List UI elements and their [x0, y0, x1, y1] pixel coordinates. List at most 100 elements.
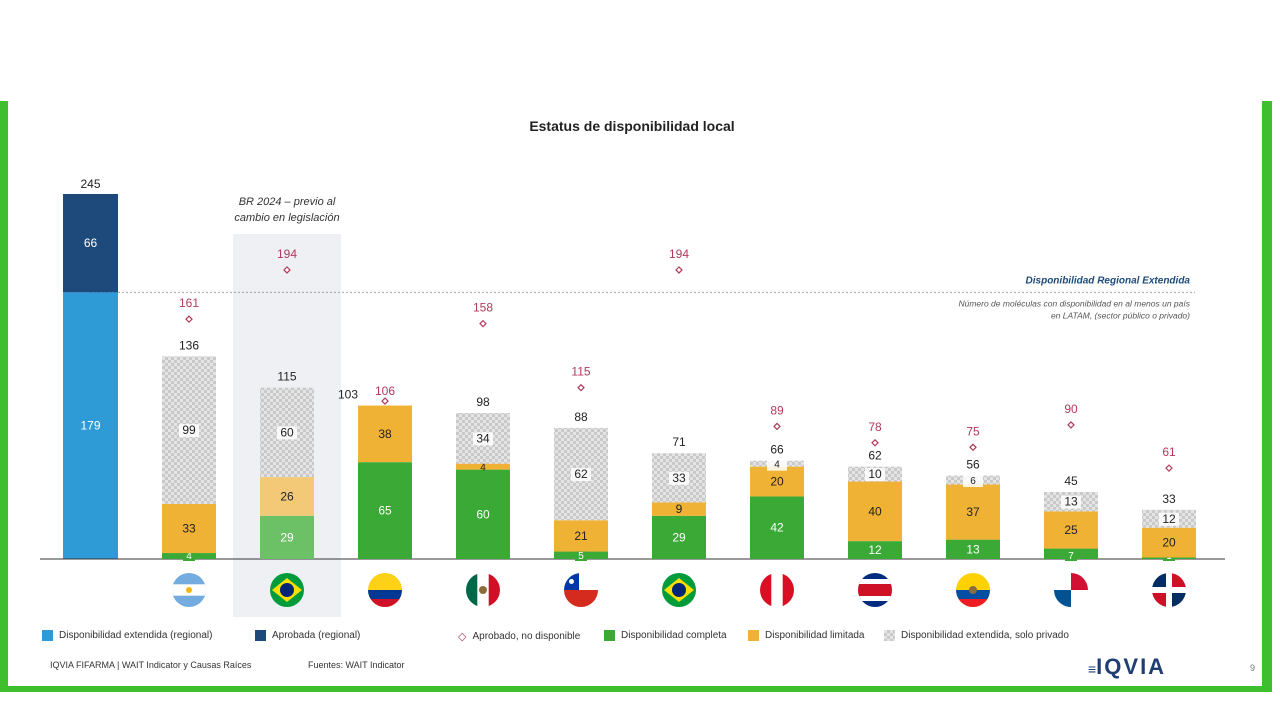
label-extendida-privado: 4 — [774, 460, 780, 471]
flag-part — [569, 579, 574, 584]
flag-part — [1054, 590, 1071, 607]
diamond-marker — [871, 438, 879, 447]
label-bg — [571, 468, 591, 482]
label-completa: 60 — [476, 507, 490, 521]
flag-icon — [270, 573, 304, 607]
flag-icon — [466, 573, 500, 607]
diamond-marker — [283, 266, 291, 274]
flag-part — [1152, 593, 1166, 607]
label-bg — [277, 426, 297, 440]
label-aprobado-no-disponible: 194 — [277, 247, 297, 261]
label-limitada: 37 — [966, 505, 980, 519]
bar-limitada — [1142, 527, 1196, 558]
label-limitada: 20 — [770, 475, 784, 489]
diamond-marker — [969, 443, 977, 452]
bar-limitada — [260, 477, 314, 516]
label-completa: 42 — [770, 521, 784, 535]
legend-completa: Disponibilidad completa — [604, 630, 727, 641]
label-limitada: 20 — [1162, 536, 1176, 550]
label-completa: 7 — [1068, 551, 1074, 562]
label-regional-extendida: 179 — [80, 419, 100, 433]
flag-part — [969, 586, 977, 594]
bar-limitada — [848, 481, 902, 542]
label-aprobado-no-disponible: 115 — [571, 365, 590, 379]
label-bg — [1159, 512, 1179, 526]
label-aprobado-no-disponible: 61 — [1162, 445, 1176, 459]
label-aprobado-no-disponible: 161 — [179, 296, 199, 310]
flag-part — [488, 573, 500, 607]
diamond-marker — [773, 422, 781, 431]
label-bg — [669, 471, 689, 485]
label-total: 45 — [1064, 474, 1078, 488]
bar-limitada — [750, 466, 804, 497]
bar-limitada — [1044, 511, 1098, 549]
label-total: 98 — [476, 395, 490, 409]
footer-source: Fuentes: WAIT Indicator — [308, 660, 405, 670]
bar-completa-badge — [575, 549, 587, 561]
label-limitada: 40 — [868, 504, 882, 518]
label-extendida-privado: 12 — [1162, 512, 1176, 526]
label-extendida-privado: 34 — [476, 431, 490, 445]
legend-limitada: Disponibilidad limitada — [748, 630, 865, 641]
label-extendida-privado: 13 — [1064, 495, 1078, 509]
label-regional-aprobada: 66 — [84, 236, 98, 250]
label-limitada: 26 — [280, 489, 294, 503]
diamond-marker — [1067, 421, 1075, 429]
label-extendida-privado: 99 — [182, 423, 196, 437]
bar-limitada — [358, 405, 412, 463]
label-limitada: 38 — [378, 427, 392, 441]
diamond-marker — [675, 266, 683, 274]
flag-icon — [172, 573, 206, 607]
diamond-marker — [185, 315, 193, 323]
label-limitada: 9 — [676, 502, 683, 516]
label-total: 56 — [966, 458, 980, 472]
bar-completa — [260, 515, 314, 559]
flag-part — [466, 573, 478, 607]
label-total: 88 — [574, 410, 588, 424]
flag-part — [479, 586, 487, 594]
label-total: 62 — [868, 449, 882, 463]
bar-limitada — [162, 503, 216, 554]
flag-part — [1071, 573, 1088, 590]
label-total: 66 — [770, 443, 784, 457]
bar-completa — [750, 496, 804, 559]
label-completa: 29 — [672, 530, 686, 544]
flag-part — [1172, 593, 1186, 607]
flag-icon — [662, 573, 696, 607]
label-extendida-privado: 33 — [672, 471, 686, 485]
flag-part — [672, 583, 686, 597]
legend-aprobada-regional: Aprobada (regional) — [255, 630, 360, 641]
label-extendida-privado: 6 — [970, 476, 976, 487]
label-limitada: 33 — [182, 521, 196, 535]
label-completa: 12 — [868, 543, 882, 557]
label-limitada: 4 — [480, 463, 486, 474]
label-bg — [1061, 495, 1081, 509]
chart-title: Estatus de disponibilidad local — [529, 118, 734, 134]
flag-part — [1152, 573, 1166, 587]
label-aprobado-no-disponible: 106 — [375, 384, 395, 398]
bar-completa-badge — [1065, 549, 1077, 561]
label-bg — [865, 468, 885, 482]
flag-icon — [1054, 573, 1088, 607]
label-extendida-privado: 62 — [574, 467, 588, 481]
legend-extendida-privado: Disponibilidad extendida, solo privado — [884, 630, 1069, 641]
label-aprobado-no-disponible: 90 — [1064, 402, 1078, 416]
label-total: 103 — [338, 388, 358, 402]
bar-completa — [358, 462, 412, 559]
flag-icon — [564, 573, 598, 607]
bar-limitada — [652, 502, 706, 516]
flag-part — [368, 599, 402, 607]
label-total: 33 — [1162, 492, 1176, 506]
label-total: 115 — [277, 370, 296, 384]
label-completa: 29 — [280, 530, 294, 544]
label-bg — [767, 457, 787, 471]
bar-completa — [652, 515, 706, 559]
label-total: 136 — [179, 338, 199, 352]
flag-part — [956, 599, 990, 607]
legend-aprobado-no-disponible: ◇ Aprobado, no disponible — [458, 631, 581, 643]
label-extendida-privado: 60 — [280, 425, 294, 439]
bar-completa — [456, 469, 510, 559]
regional-note-line2: en LATAM, (sector público o privado) — [1051, 310, 1190, 320]
label-aprobado-no-disponible: 89 — [770, 403, 784, 417]
